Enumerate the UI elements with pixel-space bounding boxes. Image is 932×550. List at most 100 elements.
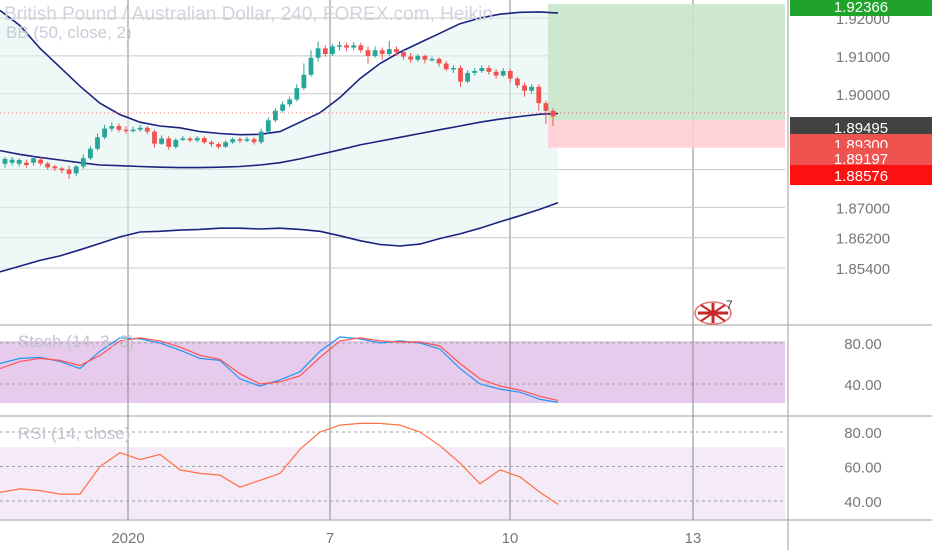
candle-body-8 bbox=[59, 168, 65, 171]
candle-body-17 bbox=[123, 129, 129, 132]
candle-body-3 bbox=[24, 162, 29, 165]
candle-body-9 bbox=[66, 169, 72, 174]
candle-body-66 bbox=[472, 71, 478, 73]
stoch-k-line bbox=[0, 336, 559, 403]
candle-body-16 bbox=[116, 126, 122, 130]
stoch-label[interactable]: Stoch (14, 3, 3) bbox=[18, 332, 135, 351]
candle-body-39 bbox=[280, 104, 285, 111]
candle-body-54 bbox=[386, 49, 392, 54]
candle-body-32 bbox=[230, 139, 236, 143]
candle-body-18 bbox=[130, 129, 136, 132]
flag-count: 7 bbox=[726, 298, 733, 312]
candle-body-33 bbox=[237, 139, 243, 141]
bollinger-basis bbox=[0, 112, 559, 169]
candle-body-52 bbox=[372, 50, 378, 56]
loss-zone bbox=[548, 120, 785, 148]
candle-body-21 bbox=[152, 131, 157, 144]
rsi-tick-1: 60.00 bbox=[844, 460, 882, 477]
bollinger-fill bbox=[0, 10, 558, 272]
badge-target: 1.92366 bbox=[834, 0, 888, 16]
stoch-band bbox=[0, 341, 785, 403]
candle-body-77 bbox=[550, 110, 556, 117]
rsi-tick-0: 80.00 bbox=[844, 425, 882, 442]
x-tick-1: 7 bbox=[326, 530, 334, 547]
candle-body-29 bbox=[209, 142, 214, 145]
candle-body-31 bbox=[223, 142, 228, 147]
rsi-line bbox=[0, 422, 559, 505]
candle-body-27 bbox=[194, 138, 200, 141]
badge-target-bg bbox=[790, 0, 932, 16]
badge-current: 1.89495 bbox=[834, 120, 888, 137]
candle-body-11 bbox=[80, 158, 86, 167]
candle-body-2 bbox=[16, 160, 22, 164]
candle-body-20 bbox=[144, 127, 150, 132]
candle-body-38 bbox=[273, 110, 278, 121]
candle-body-64 bbox=[458, 68, 463, 82]
candle-body-59 bbox=[422, 55, 428, 60]
candle-body-28 bbox=[201, 138, 207, 143]
rsi-label[interactable]: RSI (14, close) bbox=[18, 424, 131, 443]
badge-stop: 1.88576 bbox=[834, 168, 888, 185]
candle-body-47 bbox=[337, 45, 342, 47]
candle-body-6 bbox=[45, 163, 51, 168]
candle-body-70 bbox=[500, 71, 506, 76]
candle-body-7 bbox=[52, 166, 58, 169]
candle-body-25 bbox=[180, 138, 186, 140]
stoch-d-line bbox=[0, 337, 559, 401]
candle-body-61 bbox=[436, 58, 442, 64]
candle-body-56 bbox=[401, 52, 406, 57]
candle-body-44 bbox=[315, 48, 321, 58]
price-tick-1: 1.91000 bbox=[836, 49, 890, 66]
candle-body-68 bbox=[486, 68, 492, 72]
candle-body-45 bbox=[322, 48, 328, 54]
stoch-tick-0: 80.00 bbox=[844, 336, 882, 353]
candle-body-23 bbox=[166, 138, 172, 147]
rsi-tick-2: 40.00 bbox=[844, 494, 882, 511]
candle-body-42 bbox=[301, 74, 307, 89]
candle-body-30 bbox=[216, 144, 221, 147]
price-tick-2: 1.90000 bbox=[836, 87, 890, 104]
x-tick-0: 2020 bbox=[111, 530, 144, 547]
candle-body-5 bbox=[38, 159, 43, 164]
candle-body-13 bbox=[95, 137, 100, 149]
candle-body-26 bbox=[187, 138, 193, 141]
badge-stop-bg bbox=[790, 165, 932, 185]
badge-entry2: 1.89197 bbox=[834, 151, 888, 168]
candle-body-49 bbox=[351, 45, 357, 48]
candle-body-69 bbox=[493, 71, 499, 76]
price-tick-5: 1.86200 bbox=[836, 231, 890, 248]
badge-current-bg bbox=[790, 117, 932, 137]
candle-body-46 bbox=[330, 46, 335, 54]
price-tick-4: 1.87000 bbox=[836, 200, 890, 217]
candle-body-67 bbox=[479, 68, 485, 71]
candle-body-48 bbox=[344, 45, 349, 48]
x-tick-2: 10 bbox=[502, 530, 519, 547]
candle-body-72 bbox=[515, 78, 520, 86]
candle-body-58 bbox=[415, 55, 421, 60]
candle-body-43 bbox=[308, 57, 314, 75]
candle-body-19 bbox=[137, 127, 143, 130]
badge-entry2-bg bbox=[790, 148, 932, 168]
candle-body-41 bbox=[294, 88, 300, 100]
candle-body-73 bbox=[522, 85, 527, 91]
x-tick-3: 13 bbox=[685, 530, 702, 547]
bollinger-lower bbox=[0, 202, 559, 273]
candle-body-74 bbox=[529, 86, 534, 91]
candle-body-75 bbox=[536, 86, 542, 104]
candle-body-53 bbox=[379, 50, 385, 54]
candle-body-4 bbox=[31, 158, 36, 163]
bollinger-label[interactable]: BB (50, close, 2) bbox=[6, 23, 132, 42]
candle-body-24 bbox=[173, 140, 179, 147]
candle-body-35 bbox=[251, 139, 257, 143]
candle-body-22 bbox=[159, 138, 164, 144]
candle-body-34 bbox=[244, 139, 250, 141]
candle-body-1 bbox=[9, 159, 15, 163]
stoch-tick-1: 40.00 bbox=[844, 377, 882, 394]
candle-body-14 bbox=[102, 128, 107, 138]
candle-body-65 bbox=[465, 72, 470, 82]
candle-body-60 bbox=[429, 58, 435, 61]
candle-body-63 bbox=[451, 68, 456, 70]
candle-body-36 bbox=[258, 131, 264, 143]
